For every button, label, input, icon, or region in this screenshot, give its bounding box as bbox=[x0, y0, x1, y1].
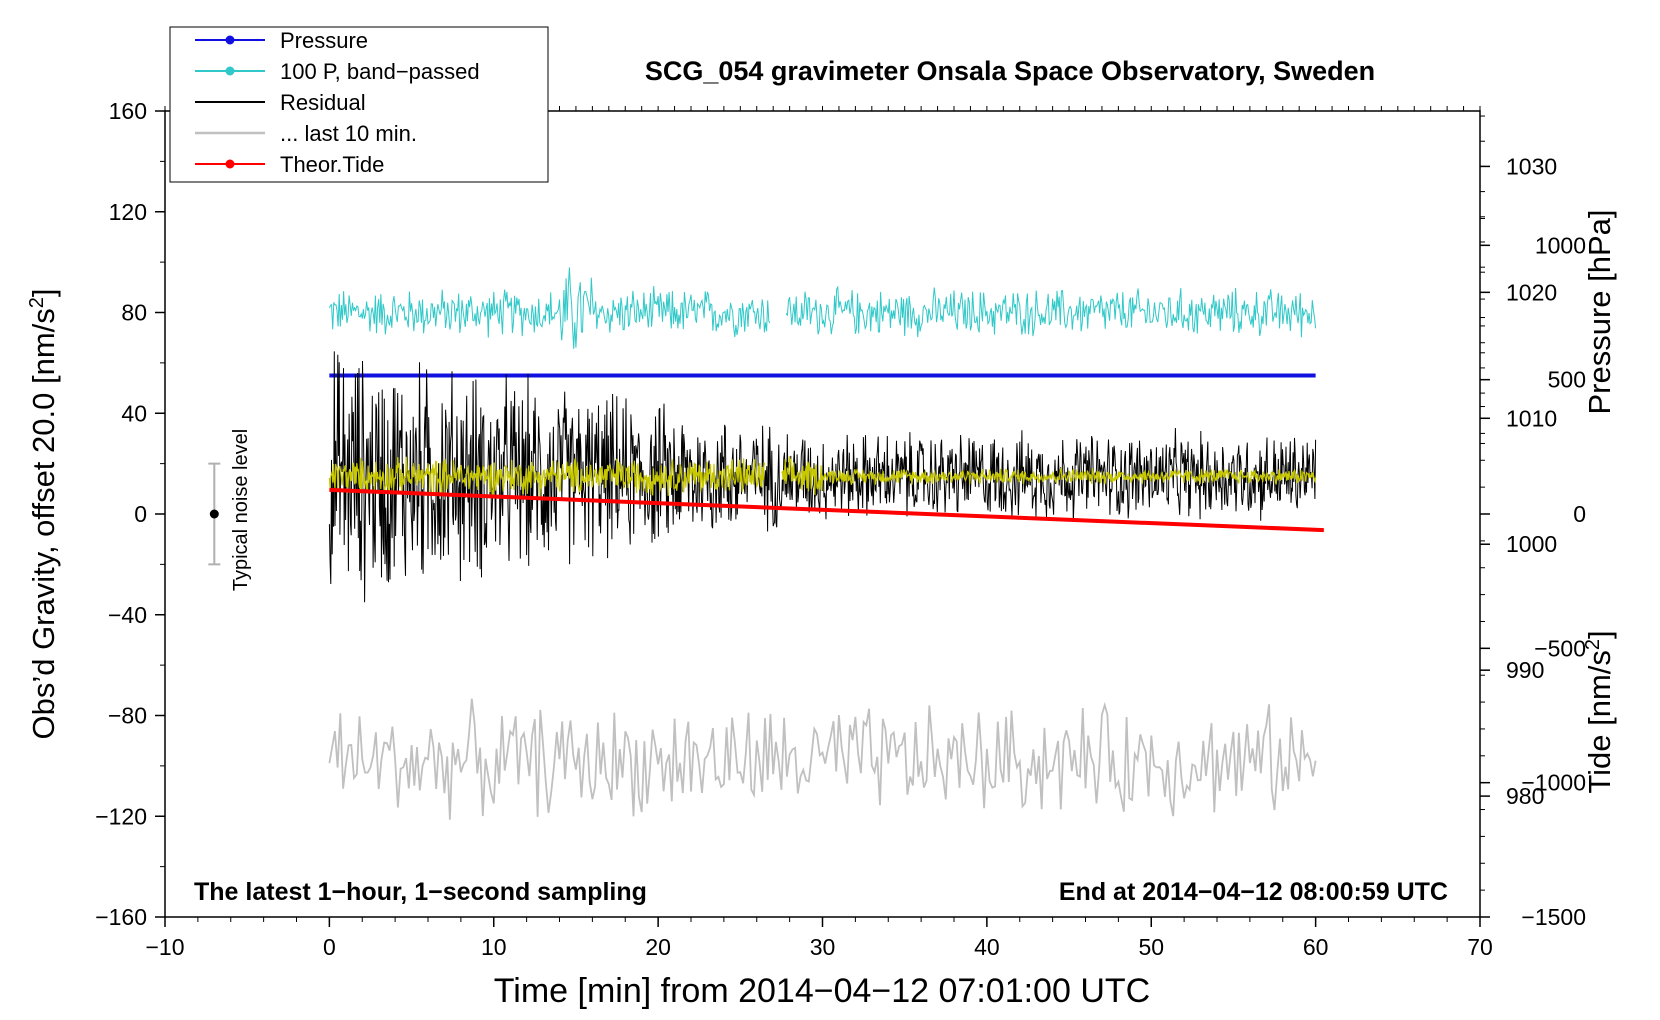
pressure-tick-label: 1030 bbox=[1506, 153, 1557, 179]
y-tick-label: −40 bbox=[108, 602, 147, 628]
legend-marker bbox=[225, 159, 235, 169]
x-tick-label: 40 bbox=[974, 934, 1000, 960]
series-last-10-min bbox=[328, 698, 1317, 820]
y-tick-label: −160 bbox=[95, 904, 147, 930]
x-tick-label: 70 bbox=[1467, 934, 1493, 960]
tide-tick-label: 500 bbox=[1548, 367, 1586, 393]
chart-title: SCG_054 gravimeter Onsala Space Observat… bbox=[645, 56, 1375, 86]
pressure-tick-label: 990 bbox=[1506, 657, 1544, 683]
pressure-tick-label: 980 bbox=[1506, 783, 1544, 809]
x-tick-label: −10 bbox=[145, 934, 184, 960]
y-axis-pressure-label: Pressure [hPa] bbox=[1582, 209, 1617, 414]
y-tick-label: 120 bbox=[109, 199, 147, 225]
legend-label: Residual bbox=[280, 90, 366, 115]
legend: Pressure 100 P, band−passed Residual ... la… bbox=[169, 26, 549, 183]
tide-tick-label: −500 bbox=[1534, 635, 1586, 661]
note-right: End at 2014−04−12 08:00:59 UTC bbox=[1059, 878, 1448, 906]
tide-tick-label: 0 bbox=[1573, 501, 1586, 527]
legend-box bbox=[169, 26, 549, 183]
series-theor-tide bbox=[329, 487, 1324, 533]
x-tick-label: 50 bbox=[1138, 934, 1164, 960]
tide-tick-label: −1000 bbox=[1521, 770, 1586, 796]
legend-marker bbox=[225, 66, 235, 76]
x-tick-label: 30 bbox=[810, 934, 836, 960]
noise-level-label: Typical noise level bbox=[230, 429, 252, 591]
series-layer bbox=[328, 267, 1324, 820]
legend-marker bbox=[225, 35, 235, 45]
pressure-tick-label: 1000 bbox=[1506, 531, 1557, 557]
ticks-layer: −10 0 10 20 30 40 50 60 70−160−120−80−4004080120… bbox=[95, 98, 1586, 960]
y-tick-label: −120 bbox=[95, 803, 147, 829]
x-tick-label: 10 bbox=[481, 934, 507, 960]
series-band-passed bbox=[328, 267, 1317, 349]
noise-level-indicator: Typical noise level bbox=[208, 429, 252, 591]
x-tick-label: 0 bbox=[323, 934, 336, 960]
x-axis-label: Time [min] from 2014−04−12 07:01:00 UTC bbox=[494, 972, 1150, 1010]
tide-tick-label: 1000 bbox=[1535, 232, 1586, 258]
y-axis-left-label: Obs’d Gravity, offset 20.0 [nm/s2] bbox=[26, 288, 61, 739]
pressure-tick-label: 1020 bbox=[1506, 279, 1557, 305]
legend-label: 100 P, band−passed bbox=[280, 59, 480, 84]
pressure-tick-label: 1010 bbox=[1506, 405, 1557, 431]
tide-tick-label: −1500 bbox=[1521, 904, 1586, 930]
y-tick-label: 40 bbox=[121, 400, 147, 426]
noise-bar bbox=[208, 462, 221, 566]
y-tick-label: 160 bbox=[109, 98, 147, 124]
legend-label: Pressure bbox=[280, 28, 368, 53]
legend-label: ... last 10 min. bbox=[280, 121, 417, 146]
legend-items: Pressure 100 P, band−passed Residual ... la… bbox=[195, 28, 480, 177]
x-tick-label: 60 bbox=[1303, 934, 1329, 960]
legend-label: Theor.Tide bbox=[280, 152, 384, 177]
noise-bar-center bbox=[209, 509, 219, 519]
y-axis-tide-label: Tide [nm/s2] bbox=[1582, 630, 1617, 793]
note-left: The latest 1−hour, 1−second sampling bbox=[194, 878, 647, 906]
y-tick-label: −80 bbox=[108, 703, 147, 729]
x-tick-label: 20 bbox=[645, 934, 671, 960]
y-tick-label: 0 bbox=[134, 501, 147, 527]
y-tick-label: 80 bbox=[121, 300, 147, 326]
